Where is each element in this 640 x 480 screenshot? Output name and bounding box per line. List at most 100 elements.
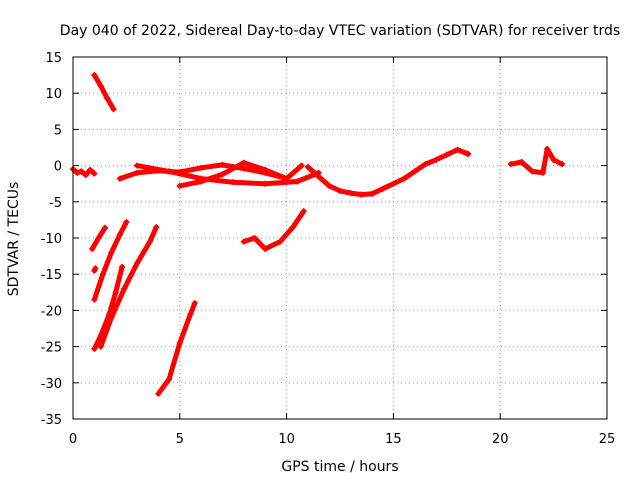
data-point bbox=[92, 265, 99, 272]
data-point bbox=[277, 238, 284, 245]
series-point-cluster bbox=[91, 265, 99, 274]
data-point bbox=[110, 106, 117, 113]
data-point bbox=[219, 161, 226, 168]
data-point bbox=[230, 179, 237, 186]
data-point bbox=[116, 231, 123, 238]
data-point bbox=[550, 156, 557, 163]
data-point bbox=[304, 164, 311, 171]
data-point bbox=[123, 219, 130, 226]
data-point bbox=[422, 161, 429, 168]
data-point bbox=[153, 224, 160, 231]
data-point bbox=[240, 165, 247, 172]
data-point bbox=[187, 311, 194, 318]
y-tick-label: -30 bbox=[41, 377, 62, 392]
data-point bbox=[443, 151, 450, 158]
data-point bbox=[390, 180, 397, 187]
data-point bbox=[298, 162, 305, 169]
data-point bbox=[112, 289, 119, 296]
series-line bbox=[177, 160, 290, 189]
data-point bbox=[176, 182, 183, 189]
data-point bbox=[401, 175, 408, 182]
data-point bbox=[176, 339, 183, 346]
data-point bbox=[294, 178, 301, 185]
data-point bbox=[108, 314, 115, 321]
data-point bbox=[134, 162, 141, 169]
series-low-segment bbox=[240, 208, 307, 252]
data-point bbox=[300, 208, 307, 215]
y-tick-label: 15 bbox=[45, 51, 62, 66]
data-point bbox=[116, 175, 123, 182]
data-point bbox=[89, 245, 96, 252]
series-rising-c bbox=[97, 224, 160, 350]
chart-title: Day 040 of 2022, Sidereal Day-to-day VTE… bbox=[60, 23, 620, 39]
data-point bbox=[465, 151, 472, 158]
series-central-dip bbox=[304, 146, 472, 198]
x-tick-label: 5 bbox=[176, 432, 184, 447]
data-point bbox=[91, 72, 98, 79]
x-axis-label: GPS time / hours bbox=[281, 459, 398, 475]
data-point bbox=[539, 169, 546, 176]
data-point bbox=[91, 296, 98, 303]
data-point bbox=[518, 158, 525, 165]
data-point bbox=[337, 187, 343, 194]
data-point bbox=[454, 146, 461, 153]
data-point bbox=[219, 171, 226, 178]
series-line bbox=[98, 224, 159, 350]
y-tick-label: -25 bbox=[41, 341, 62, 356]
data-point bbox=[108, 249, 115, 256]
data-point bbox=[198, 178, 205, 185]
data-series bbox=[70, 72, 566, 397]
data-point bbox=[529, 168, 536, 175]
data-point bbox=[240, 238, 247, 245]
data-point bbox=[411, 168, 418, 175]
x-tick-label: 20 bbox=[492, 432, 509, 447]
data-point bbox=[121, 285, 128, 292]
data-point bbox=[379, 185, 386, 192]
data-point bbox=[358, 191, 365, 198]
data-point bbox=[155, 390, 162, 397]
y-axis-label: SDTVAR / TECUs bbox=[6, 182, 22, 297]
series-rising-a bbox=[91, 219, 130, 303]
data-point bbox=[91, 170, 98, 177]
series-main-arc-2 bbox=[134, 162, 322, 187]
y-tick-label: 10 bbox=[45, 87, 62, 102]
series-rising-short bbox=[89, 224, 109, 252]
data-point bbox=[262, 166, 269, 173]
data-point bbox=[290, 224, 297, 231]
data-point bbox=[198, 164, 205, 171]
data-point bbox=[97, 82, 104, 89]
y-tick-label: -15 bbox=[41, 268, 62, 283]
data-point bbox=[262, 180, 269, 187]
data-point bbox=[104, 95, 111, 102]
data-point bbox=[251, 235, 258, 241]
series-line bbox=[155, 300, 198, 397]
series-line bbox=[241, 208, 307, 252]
data-point bbox=[240, 159, 247, 166]
series-early-arc bbox=[70, 166, 98, 179]
data-point bbox=[191, 300, 198, 307]
data-point bbox=[102, 224, 109, 231]
data-point bbox=[315, 173, 322, 180]
x-tick-label: 0 bbox=[69, 432, 77, 447]
data-point bbox=[369, 190, 376, 197]
data-point bbox=[166, 376, 173, 383]
y-tick-label: -20 bbox=[41, 304, 62, 319]
data-point bbox=[262, 245, 269, 252]
data-point bbox=[95, 235, 102, 241]
series-late-arc bbox=[507, 145, 566, 176]
data-point bbox=[559, 161, 566, 168]
axes: 0 5 10 15 20 25 -35 -30 -25 -20 -15 -10 -5 0 5 10 15 bbox=[41, 51, 616, 447]
data-point bbox=[134, 169, 141, 176]
series-rising-d bbox=[155, 300, 198, 397]
data-point bbox=[433, 156, 440, 163]
y-tick-label: -10 bbox=[41, 232, 62, 247]
x-tick-label: 10 bbox=[278, 432, 295, 447]
series-line bbox=[91, 72, 117, 112]
data-point bbox=[146, 238, 153, 245]
data-point bbox=[283, 175, 290, 182]
y-tick-label: -35 bbox=[41, 413, 62, 428]
data-point bbox=[82, 172, 89, 179]
x-tick-label: 25 bbox=[599, 432, 616, 447]
data-point bbox=[99, 271, 106, 278]
